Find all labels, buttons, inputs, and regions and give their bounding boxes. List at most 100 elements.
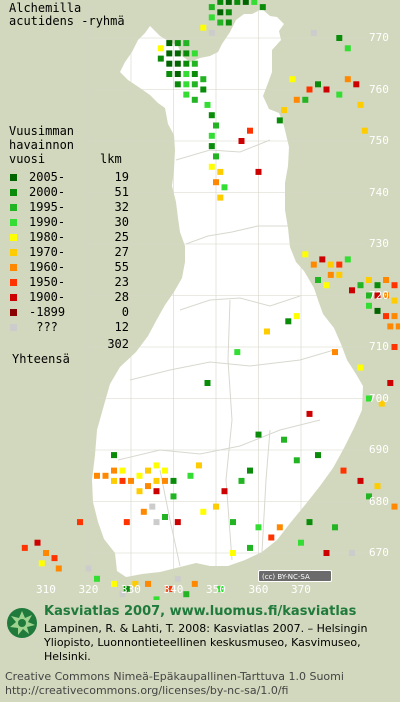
observation-square [353,81,360,88]
legend-count: 28 [114,290,129,304]
observation-square [191,81,198,88]
x-axis-label: 340 [163,583,184,596]
observation-square [374,282,381,289]
observation-square [170,493,177,500]
observation-square [174,519,181,526]
observation-square [51,555,58,562]
legend-count: 55 [114,260,129,274]
observation-square [344,256,351,263]
legend-heading: Vuusimman havainnon vuosi lkm [9,124,122,166]
observation-square [217,194,224,201]
y-axis-label: 720 [369,288,389,302]
legend-count: 32 [114,200,129,214]
observation-square [366,292,372,299]
observation-square [391,503,398,510]
observation-square [238,138,245,144]
observation-square [208,14,215,21]
observation-square [123,519,130,526]
legend-count: 0 [121,305,129,319]
observation-square [166,50,173,57]
observation-square [43,550,49,556]
observation-square [102,472,109,479]
observation-square [153,488,160,495]
observation-square [344,45,351,52]
observation-square [247,544,253,551]
legend-heading-line3: vuosi [9,152,46,166]
observation-square [166,586,173,592]
observation-square [145,467,151,474]
observation-square [208,132,215,139]
legend-count: 12 [114,320,129,334]
region-borders [117,139,335,567]
legend-label: 1995- [29,200,66,214]
observation-square [302,251,309,258]
finland-landmass [92,9,363,577]
observation-square [157,45,164,52]
observation-square [234,0,241,5]
observation-square [323,282,330,289]
observation-square [349,550,355,556]
observation-square [366,493,372,500]
observation-square [230,519,236,526]
observation-square [55,565,62,572]
observation-square [170,477,177,484]
observation-square [183,40,190,47]
legend-swatch [10,174,17,181]
observation-square [191,60,198,67]
observation-square [166,71,173,77]
observation-square [391,313,398,320]
observation-square [247,467,253,474]
observation-square [276,524,283,531]
observation-square [315,277,321,283]
observation-square [162,467,168,474]
observation-square [306,410,313,417]
observation-square [153,477,160,484]
y-axis-label: 710 [369,340,389,353]
observation-square [191,71,198,77]
observation-square [336,271,343,278]
observation-square [234,349,241,356]
observation-square [174,81,181,88]
observation-square [21,544,28,551]
observation-square [332,524,338,531]
footer-brand-link[interactable]: Kasviatlas 2007, www.luomus.fi/kasviatla… [44,604,357,619]
observation-square [285,318,292,325]
x-axis-label: 370 [291,583,311,596]
observation-square [136,488,143,495]
legend-label: 1950- [29,275,66,289]
observation-square [183,60,190,67]
observation-square [217,19,224,26]
observation-square [230,550,236,556]
observation-square [200,24,207,31]
observation-square [166,40,173,47]
footer-license-url[interactable]: http://creativecommons.org/licenses/by-n… [5,684,289,697]
y-axis-label: 690 [369,443,389,456]
observation-square [349,287,355,294]
y-axis-label: 730 [369,237,389,250]
observation-square [255,168,262,175]
observation-square [383,292,389,299]
observation-square [200,86,207,93]
observation-square [221,488,228,495]
observation-square [383,277,389,283]
observation-square [383,313,389,320]
observation-square [361,127,368,134]
observation-square [111,452,117,459]
y-axis-label: 700 [369,391,389,405]
legend-swatch [10,294,17,301]
legend-label: 1990- [29,215,66,229]
observation-square [357,282,364,289]
legend-swatch [10,189,17,196]
legend-swatch [10,234,17,241]
observation-square [340,467,347,474]
observation-square [293,96,300,103]
cc-license-badge[interactable]: (cc) BY-NC-SA [258,570,332,582]
observation-square [174,575,181,582]
observation-square [281,436,287,443]
observation-square [366,277,372,283]
observation-square [374,483,381,490]
observation-square [315,81,321,88]
observation-square [327,261,334,268]
observation-square [323,550,330,556]
observation-square [357,101,364,108]
